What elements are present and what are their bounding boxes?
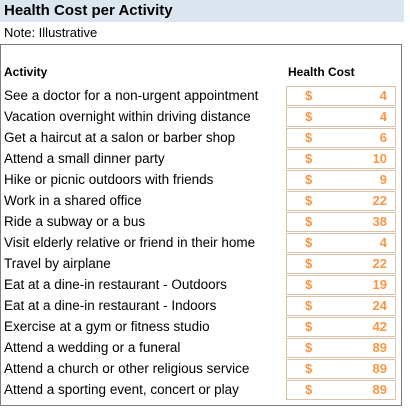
currency: $	[305, 298, 313, 313]
currency: $	[305, 109, 313, 124]
cost-cell: $22	[286, 191, 396, 211]
cost-cell: $19	[286, 275, 396, 295]
activity: Hike or picnic outdoors with friends	[4, 172, 214, 187]
cost-cell: $4	[286, 86, 396, 106]
activity: Vacation overnight within driving distan…	[4, 109, 251, 124]
cost-cell: $10	[286, 149, 396, 169]
cost-value: 22	[372, 193, 387, 208]
cost-value: 19	[372, 277, 387, 292]
table-frame	[0, 44, 402, 406]
currency: $	[305, 382, 313, 397]
cost-cell: $24	[286, 296, 396, 316]
currency: $	[305, 319, 313, 334]
cost-cell: $4	[286, 107, 396, 127]
cost-cell: $22	[286, 254, 396, 274]
cost-value: 38	[372, 214, 387, 229]
cost-cell: $42	[286, 317, 396, 337]
cost-value: 6	[379, 130, 387, 145]
cost-value: 22	[372, 256, 387, 271]
cost-cell: $89	[286, 380, 396, 400]
currency: $	[305, 193, 313, 208]
cost-cell: $4	[286, 233, 396, 253]
activity: Eat at a dine-in restaurant - Indoors	[4, 298, 217, 313]
activity: See a doctor for a non-urgent appointmen…	[4, 88, 259, 103]
cost-value: 4	[379, 109, 387, 124]
currency: $	[305, 340, 313, 355]
currency: $	[305, 277, 313, 292]
cost-value: 89	[372, 361, 387, 376]
cost-value: 24	[372, 298, 387, 313]
activity: Ride a subway or a bus	[4, 214, 146, 229]
cost-value: 10	[372, 151, 387, 166]
cost-value: 4	[379, 88, 387, 103]
cost-value: 89	[372, 340, 387, 355]
activity: Visit elderly relative or friend in thei…	[4, 235, 256, 250]
currency: $	[305, 88, 313, 103]
cost-cell: $9	[286, 170, 396, 190]
activity: Travel by airplane	[4, 256, 111, 271]
currency: $	[305, 256, 313, 271]
note: Note: Illustrative	[4, 25, 98, 40]
currency: $	[305, 361, 313, 376]
cost-value: 9	[379, 172, 387, 187]
activity: Attend a sporting event, concert or play	[4, 382, 239, 397]
currency: $	[305, 151, 313, 166]
cost-cell: $89	[286, 359, 396, 379]
activity: Work in a shared office	[4, 193, 142, 208]
currency: $	[305, 172, 313, 187]
title: Health Cost per Activity	[0, 0, 404, 22]
column-header: Health Cost	[288, 65, 355, 79]
activity: Get a haircut at a salon or barber shop	[4, 130, 236, 145]
column-header: Activity	[4, 65, 48, 79]
cost-cell: $6	[286, 128, 396, 148]
cost-value: 4	[379, 235, 387, 250]
cost-value: 42	[372, 319, 387, 334]
cost-cell: $38	[286, 212, 396, 232]
currency: $	[305, 235, 313, 250]
currency: $	[305, 214, 313, 229]
activity: Attend a wedding or a funeral	[4, 340, 181, 355]
activity: Eat at a dine-in restaurant - Outdoors	[4, 277, 227, 292]
activity: Attend a church or other religious servi…	[4, 361, 250, 376]
activity: Exercise at a gym or fitness studio	[4, 319, 210, 334]
cost-cell: $89	[286, 338, 396, 358]
currency: $	[305, 130, 313, 145]
cost-value: 89	[372, 382, 387, 397]
activity: Attend a small dinner party	[4, 151, 165, 166]
